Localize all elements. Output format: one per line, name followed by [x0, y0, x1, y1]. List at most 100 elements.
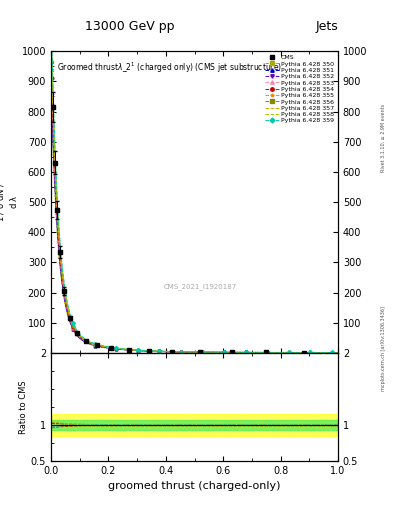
Pythia 6.428 355	[125, 347, 130, 353]
Pythia 6.428 354	[49, 75, 54, 81]
Pythia 6.428 354	[61, 282, 66, 288]
Pythia 6.428 356	[321, 350, 325, 356]
Line: Pythia 6.428 354: Pythia 6.428 354	[50, 77, 339, 354]
CMS	[75, 330, 79, 336]
Text: Jets: Jets	[315, 20, 338, 33]
Pythia 6.428 352	[310, 350, 315, 356]
CMS	[126, 347, 131, 353]
CMS	[55, 207, 59, 213]
Line: CMS: CMS	[50, 104, 306, 355]
Bar	[51, 420, 338, 430]
Text: Groomed thrust$\lambda$_2$^1$ (charged only) (CMS jet substructure): Groomed thrust$\lambda$_2$^1$ (charged o…	[57, 60, 282, 75]
Pythia 6.428 354	[321, 350, 325, 356]
Pythia 6.428 354	[335, 350, 340, 356]
Line: Pythia 6.428 358: Pythia 6.428 358	[51, 45, 338, 352]
Pythia 6.428 353	[49, 83, 54, 90]
Pythia 6.428 354	[310, 350, 315, 356]
Pythia 6.428 352	[66, 314, 71, 321]
Pythia 6.428 353	[66, 313, 71, 319]
Pythia 6.428 352	[103, 344, 107, 350]
X-axis label: groomed thrust (charged-only): groomed thrust (charged-only)	[108, 481, 281, 491]
Pythia 6.428 356	[310, 350, 315, 356]
Pythia 6.428 359	[335, 349, 340, 355]
Pythia 6.428 357	[103, 344, 107, 350]
Pythia 6.428 355	[49, 67, 54, 73]
Pythia 6.428 350	[49, 108, 54, 114]
Line: Pythia 6.428 350: Pythia 6.428 350	[50, 110, 339, 354]
CMS	[301, 350, 306, 356]
Pythia 6.428 354	[103, 344, 107, 350]
Pythia 6.428 357	[125, 346, 130, 352]
Pythia 6.428 357	[310, 349, 315, 355]
Pythia 6.428 351	[125, 347, 130, 353]
Pythia 6.428 350	[61, 290, 66, 296]
Pythia 6.428 351	[103, 345, 107, 351]
CMS	[52, 159, 57, 165]
Pythia 6.428 351	[310, 350, 315, 356]
Pythia 6.428 355	[61, 280, 66, 286]
Pythia 6.428 355	[103, 344, 107, 350]
CMS	[57, 249, 62, 255]
Pythia 6.428 353	[125, 347, 130, 353]
Pythia 6.428 358	[103, 343, 107, 349]
Pythia 6.428 354	[66, 312, 71, 318]
Pythia 6.428 350	[66, 316, 71, 323]
Pythia 6.428 352	[61, 286, 66, 292]
Pythia 6.428 352	[49, 92, 54, 98]
Pythia 6.428 350	[103, 345, 107, 351]
Pythia 6.428 357	[49, 50, 54, 56]
Line: Pythia 6.428 356: Pythia 6.428 356	[50, 60, 339, 354]
Pythia 6.428 352	[321, 350, 325, 356]
Pythia 6.428 353	[321, 350, 325, 356]
Pythia 6.428 353	[310, 350, 315, 356]
Pythia 6.428 351	[335, 350, 340, 356]
Line: Pythia 6.428 351: Pythia 6.428 351	[50, 101, 339, 354]
Pythia 6.428 351	[66, 315, 71, 322]
Pythia 6.428 350	[310, 350, 315, 356]
Text: mcplots.cern.ch [arXiv:1306.3436]: mcplots.cern.ch [arXiv:1306.3436]	[381, 306, 386, 391]
CMS	[264, 349, 269, 355]
CMS	[62, 288, 66, 294]
Pythia 6.428 356	[125, 347, 130, 353]
Line: Pythia 6.428 352: Pythia 6.428 352	[50, 93, 339, 354]
Pythia 6.428 358	[321, 349, 325, 355]
Pythia 6.428 358	[61, 273, 66, 280]
Pythia 6.428 355	[310, 350, 315, 356]
Pythia 6.428 357	[61, 275, 66, 282]
CMS	[198, 349, 203, 355]
CMS	[146, 348, 151, 354]
Pythia 6.428 358	[49, 42, 54, 48]
Pythia 6.428 355	[321, 350, 325, 356]
Pythia 6.428 355	[66, 311, 71, 317]
Pythia 6.428 358	[310, 349, 315, 355]
Bar	[51, 414, 338, 436]
Pythia 6.428 353	[61, 284, 66, 290]
Pythia 6.428 356	[103, 344, 107, 350]
Line: Pythia 6.428 357: Pythia 6.428 357	[51, 53, 338, 352]
CMS	[50, 104, 55, 110]
Pythia 6.428 359	[61, 271, 66, 278]
Pythia 6.428 359	[310, 349, 315, 355]
Pythia 6.428 351	[49, 100, 54, 106]
Pythia 6.428 359	[321, 349, 325, 355]
Pythia 6.428 357	[321, 349, 325, 355]
Legend: CMS, Pythia 6.428 350, Pythia 6.428 351, Pythia 6.428 352, Pythia 6.428 353, Pyt: CMS, Pythia 6.428 350, Pythia 6.428 351,…	[264, 54, 335, 124]
Pythia 6.428 350	[125, 347, 130, 353]
Pythia 6.428 359	[66, 306, 71, 312]
Y-axis label: 1 / $\mathregular{\sigma}$ d$\mathregular{N}$ /
d $\mathregular{\lambda}$: 1 / $\mathregular{\sigma}$ d$\mathregula…	[0, 182, 19, 222]
CMS	[109, 345, 114, 351]
Pythia 6.428 356	[66, 310, 71, 316]
Pythia 6.428 350	[335, 350, 340, 356]
Pythia 6.428 351	[61, 288, 66, 294]
Text: 13000 GeV pp: 13000 GeV pp	[85, 20, 174, 33]
CMS	[83, 338, 88, 344]
Pythia 6.428 357	[66, 309, 71, 315]
Pythia 6.428 356	[61, 278, 66, 284]
Pythia 6.428 350	[321, 350, 325, 356]
Pythia 6.428 357	[335, 349, 340, 355]
CMS	[67, 315, 72, 321]
Pythia 6.428 355	[335, 350, 340, 356]
CMS	[95, 343, 99, 349]
Y-axis label: Ratio to CMS: Ratio to CMS	[19, 380, 28, 434]
CMS	[230, 349, 234, 355]
